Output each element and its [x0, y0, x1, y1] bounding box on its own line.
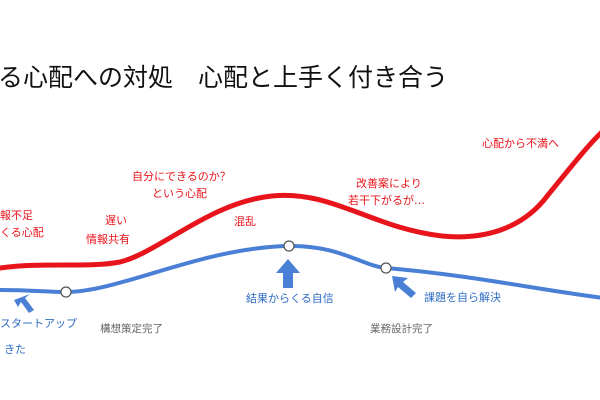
worry-label-group: 報不足 くる心配 遅い 情報共有 自分にできるのか？ という心配 混乱 改善案に…	[0, 137, 559, 246]
confidence-curve	[0, 243, 600, 300]
worry-label: という心配	[152, 187, 207, 200]
worry-label: 報不足	[0, 209, 33, 222]
slide-title: る心配への対処 心配と上手く付き合う	[0, 63, 449, 92]
worry-label: くる心配	[0, 226, 44, 239]
milestone-dot	[283, 240, 295, 252]
milestone-label: 構想策定完了	[100, 322, 163, 335]
worry-label: 改善案により	[356, 176, 422, 190]
arrow-icon	[14, 294, 34, 313]
confidence-label-group: スタートアップ きた 結果からくる自信 課題を自ら解決	[0, 290, 501, 356]
arrow-icon	[276, 259, 300, 288]
confidence-label: 課題を自ら解決	[424, 290, 501, 304]
milestone-label: 業務設計完了	[370, 322, 433, 335]
confidence-label: 結果からくる自信	[246, 291, 334, 305]
worry-curve	[0, 130, 600, 271]
worry-label: 心配から不満へ	[482, 137, 559, 150]
arrow-icon	[392, 276, 416, 298]
worry-label: 情報共有	[86, 232, 130, 246]
milestone-dot	[60, 286, 72, 298]
worry-label: 自分にできるのか？	[132, 170, 231, 183]
milestone-label-group: 構想策定完了 業務設計完了	[100, 322, 433, 335]
confidence-label: きた	[4, 343, 26, 356]
worry-label: 混乱	[234, 215, 256, 228]
milestone-dot	[380, 262, 392, 274]
confidence-label: スタートアップ	[0, 317, 77, 330]
worry-label: 若干下がるが…	[348, 193, 425, 207]
worry-label: 遅い	[105, 214, 127, 227]
